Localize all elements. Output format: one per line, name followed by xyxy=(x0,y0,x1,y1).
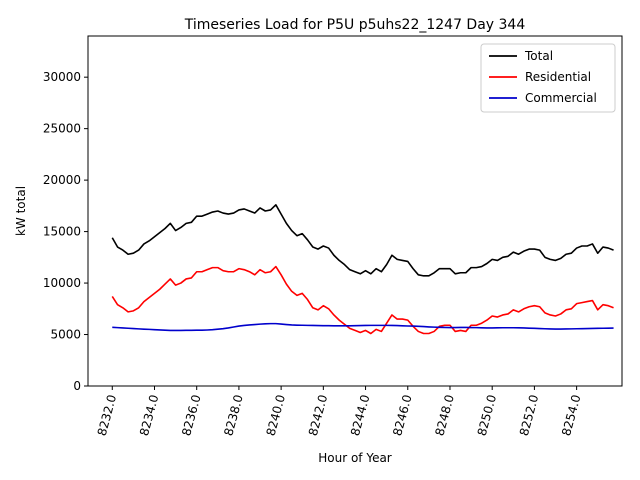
series-line-total xyxy=(111,204,614,277)
series-line-residential xyxy=(111,265,614,335)
legend-label-commercial: Commercial xyxy=(525,91,597,105)
y-tick-label: 5000 xyxy=(50,328,81,342)
series-line-commercial xyxy=(112,322,614,332)
plot-frame xyxy=(87,35,623,387)
y-tick-label: 30000 xyxy=(43,70,81,84)
y-tick-label: 25000 xyxy=(43,122,81,136)
y-tick-label: 0 xyxy=(73,379,81,393)
y-tick-label: 15000 xyxy=(43,225,81,239)
legend-label-total: Total xyxy=(524,49,553,63)
plot-layer xyxy=(111,204,614,335)
chart-title: Timeseries Load for P5U p5uhs22_1247 Day… xyxy=(184,17,526,33)
x-axis-label: Hour of Year xyxy=(318,451,392,465)
y-axis-label: kW total xyxy=(14,186,28,236)
y-tick-label: 10000 xyxy=(43,276,81,290)
legend: Total Residential Commercial xyxy=(480,43,616,113)
y-tick-label: 20000 xyxy=(43,173,81,187)
legend-box xyxy=(480,43,616,113)
legend-label-residential: Residential xyxy=(525,70,591,84)
